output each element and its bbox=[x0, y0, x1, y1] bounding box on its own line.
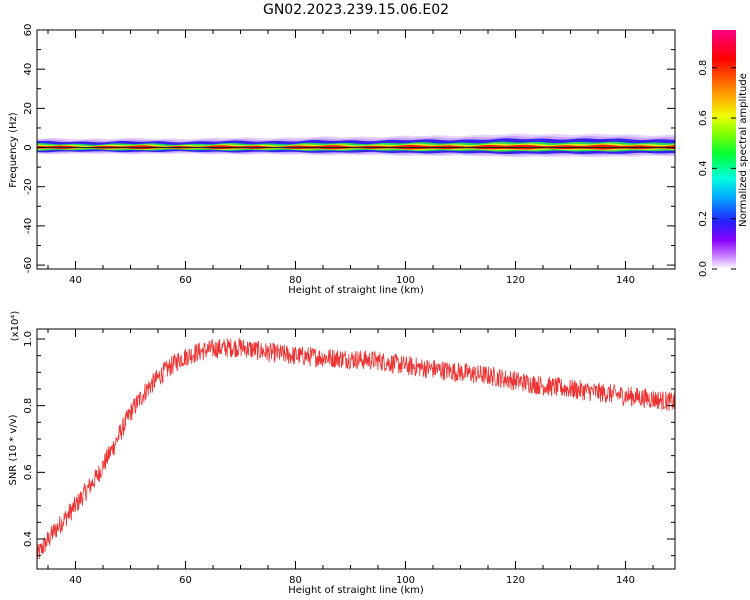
snr-multiplier: (x10⁴) bbox=[10, 311, 21, 342]
spectrogram-ytick-label: 20 bbox=[23, 102, 34, 115]
colorbar-ticks: 0.0 0.2 0.4 0.6 0.8 bbox=[698, 60, 736, 277]
colorbar-tick-label: 0.2 bbox=[698, 211, 709, 227]
spectrogram-axes: 40 60 80 100 120 140 -60 -40 -20 0 20 40 60 bbox=[23, 24, 675, 286]
spectrogram-xtick-label: 60 bbox=[179, 275, 192, 286]
snr-xlabel: Height of straight line (km) bbox=[288, 585, 424, 596]
snr-ytick-label: 0.8 bbox=[23, 398, 34, 414]
snr-xtick-label: 120 bbox=[506, 575, 525, 586]
snr-xtick-label: 40 bbox=[69, 575, 82, 586]
spectrogram-ytick-label: 0 bbox=[23, 144, 34, 150]
figure-title: GN02.2023.239.15.06.E02 bbox=[263, 2, 449, 18]
snr-xtick-label: 80 bbox=[289, 575, 302, 586]
spectrogram-ytick-label: -20 bbox=[23, 179, 34, 195]
snr-line-group bbox=[36, 337, 676, 560]
snr-plot: 40 60 80 100 120 140 0.4 0.6 0.8 1.0 Height of st… bbox=[8, 311, 676, 596]
snr-ytick-label: 0.4 bbox=[23, 531, 34, 547]
colorbar-label: Normalized spectral amplitude bbox=[738, 73, 749, 227]
spectrogram-xlabel: Height of straight line (km) bbox=[288, 285, 424, 296]
snr-ytick-label: 0.6 bbox=[23, 464, 34, 480]
spectrogram-plot: 40 60 80 100 120 140 -60 -40 -20 0 20 40 60 Height o… bbox=[8, 24, 676, 296]
spectrogram-ylabel: Frequency (Hz) bbox=[8, 112, 19, 188]
colorbar: 0.0 0.2 0.4 0.6 0.8 Normalized spectral ampl… bbox=[698, 30, 749, 277]
spectrogram-ytick-label: 60 bbox=[23, 24, 34, 37]
colorbar-tick-label: 0.0 bbox=[698, 261, 709, 277]
spectrogram-xtick-label: 40 bbox=[69, 275, 82, 286]
colorbar-tick-label: 0.6 bbox=[698, 110, 709, 126]
spectrogram-ytick-label: -60 bbox=[23, 257, 34, 273]
snr-ytick-label: 1.0 bbox=[23, 331, 34, 347]
spectrogram-xtick-label: 80 bbox=[289, 275, 302, 286]
snr-axes: 40 60 80 100 120 140 0.4 0.6 0.8 1.0 bbox=[23, 329, 675, 586]
snr-xtick-label: 140 bbox=[616, 575, 635, 586]
snr-line bbox=[36, 337, 676, 560]
snr-xtick-label: 60 bbox=[179, 575, 192, 586]
spectrogram-xtick-label: 100 bbox=[396, 275, 415, 286]
spectrogram-xtick-label: 120 bbox=[506, 275, 525, 286]
snr-ylabel: SNR (10 * v/v) bbox=[8, 414, 19, 485]
colorbar-gradient bbox=[712, 30, 736, 269]
spectrogram-ytick-label: -40 bbox=[23, 218, 34, 234]
spectrogram-xtick-label: 140 bbox=[616, 275, 635, 286]
colorbar-tick-label: 0.8 bbox=[698, 60, 709, 76]
spectrogram-ytick-label: 40 bbox=[23, 63, 34, 76]
snr-frame bbox=[36, 328, 676, 570]
spectrogram-frame bbox=[36, 29, 676, 270]
colorbar-tick-label: 0.4 bbox=[698, 160, 709, 176]
spectrogram-band bbox=[37, 133, 675, 158]
snr-xtick-label: 100 bbox=[396, 575, 415, 586]
